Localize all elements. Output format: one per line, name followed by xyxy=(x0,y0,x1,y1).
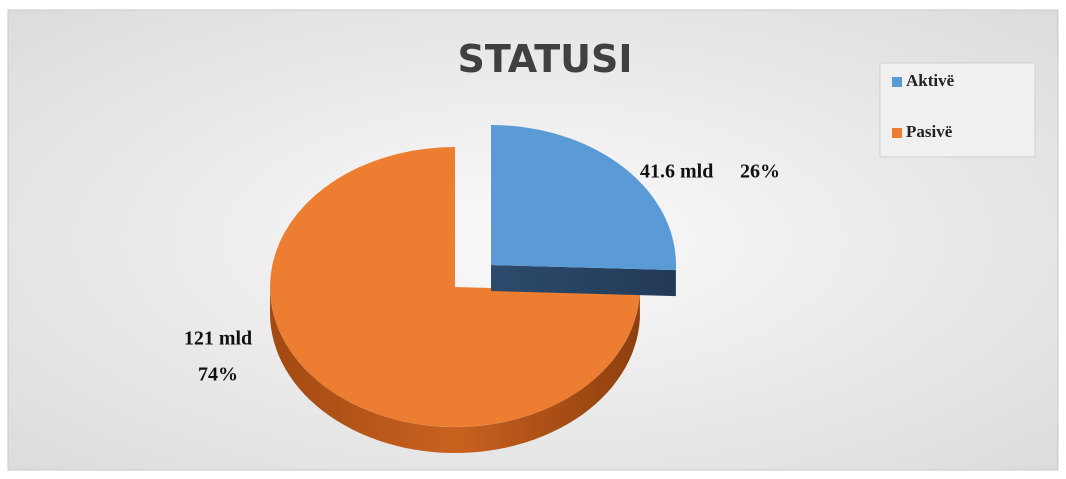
data-label: 74% xyxy=(198,364,238,386)
slice xyxy=(491,125,676,271)
data-label: 26% xyxy=(740,161,780,183)
legend xyxy=(879,62,1036,158)
data-label: 41.6 mld xyxy=(640,161,713,183)
legend-swatch xyxy=(892,77,902,87)
slice xyxy=(270,147,640,427)
slice-side xyxy=(491,265,676,297)
legend-label: Pasivë xyxy=(906,122,953,141)
legend-label: Aktivë xyxy=(906,71,955,90)
legend-swatch xyxy=(892,128,902,138)
chart-title: STATUSI xyxy=(457,37,632,81)
data-label: 121 mld xyxy=(184,328,252,350)
slice-wall xyxy=(270,287,640,453)
